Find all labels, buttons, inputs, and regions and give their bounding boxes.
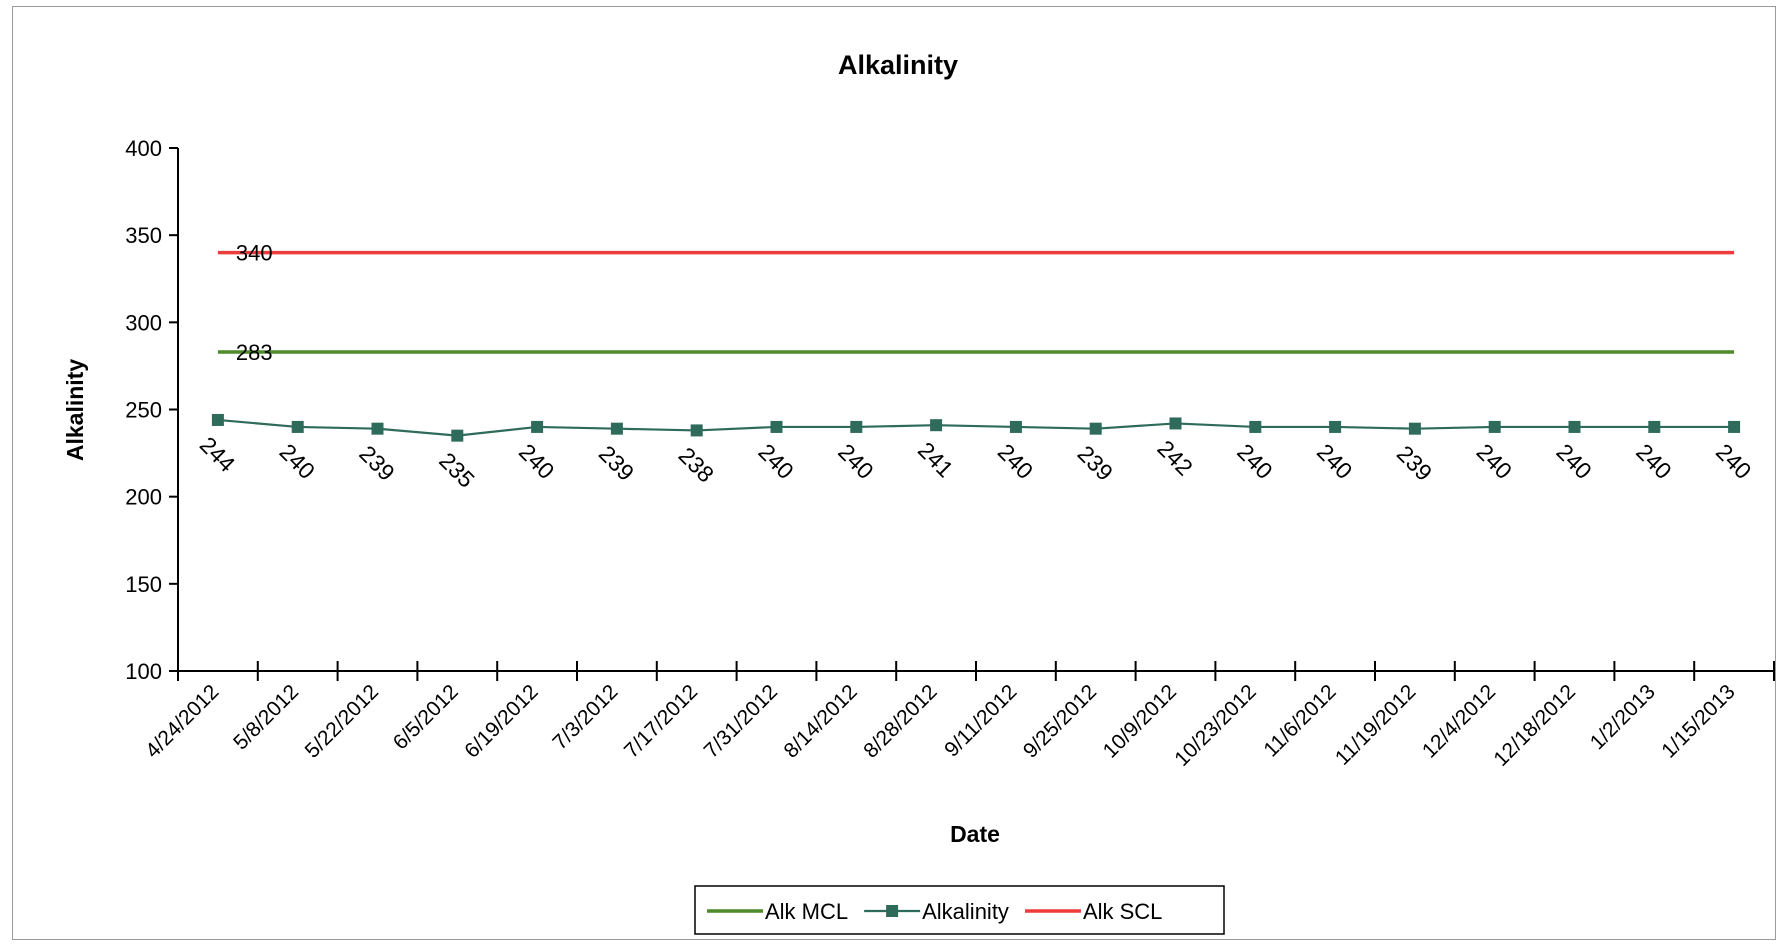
data-point (850, 420, 863, 433)
x-tick-label: 5/8/2012 (229, 680, 303, 754)
chart-title: Alkalinity (838, 50, 958, 80)
y-tick-label: 400 (125, 136, 162, 161)
data-labels: 283 244 240 239 235 240 239 238 240 240 241 240 239 2… (195, 241, 1757, 493)
legend-label: Alk MCL (765, 899, 848, 924)
data-label: 241 (913, 437, 959, 483)
data-label: 244 (195, 432, 241, 478)
legend-marker (886, 905, 899, 917)
x-tick-label: 7/31/2012 (700, 680, 782, 762)
data-label: 283 (236, 340, 273, 365)
data-point (531, 420, 544, 433)
data-point (1169, 417, 1182, 430)
data-point (610, 422, 623, 435)
x-tick-label: 8/14/2012 (780, 680, 862, 762)
x-tick-label: 11/6/2012 (1259, 680, 1340, 761)
series-layer (211, 250, 1741, 442)
data-point (1009, 420, 1022, 433)
data-label: 235 (434, 447, 480, 493)
data-point (451, 429, 464, 442)
data-point (211, 413, 224, 426)
data-point (1408, 422, 1421, 435)
legend-label: Alk SCL (1083, 899, 1162, 924)
legend-item-alk-scl: Alk SCL (1024, 899, 1162, 924)
data-point (1488, 420, 1501, 433)
x-axis-label: Date (950, 821, 1000, 847)
x-tick-label: 4/24/2012 (141, 680, 223, 762)
y-tick-label: 350 (125, 223, 162, 248)
data-label: 239 (594, 440, 640, 486)
x-tick-label: 6/19/2012 (460, 680, 542, 762)
x-tick-label: 5/22/2012 (301, 680, 383, 762)
data-label: 239 (1073, 440, 1119, 486)
axes (177, 148, 1774, 672)
x-tick-label: 8/28/2012 (859, 680, 941, 762)
x-tick-label: 7/17/2012 (620, 680, 702, 762)
data-label: 240 (1312, 439, 1358, 485)
x-tick-label: 12/4/2012 (1418, 680, 1500, 762)
data-label: 240 (833, 439, 879, 485)
data-label: 340 (236, 241, 273, 266)
data-label: 242 (1152, 435, 1198, 481)
y-ticks: 100 150 200 250 300 350 400 (125, 136, 178, 684)
data-point (371, 422, 384, 435)
data-point (1568, 420, 1581, 433)
data-label: 240 (514, 439, 560, 485)
data-label: 240 (993, 439, 1039, 485)
legend-label: Alkalinity (922, 899, 1009, 924)
data-point (1329, 420, 1342, 433)
data-label: 239 (1392, 440, 1438, 486)
data-point (930, 419, 943, 432)
data-point (1648, 420, 1661, 433)
data-label: 240 (1472, 439, 1518, 485)
y-tick-label: 250 (125, 398, 162, 423)
x-tick-label: 9/11/2012 (940, 680, 1021, 761)
y-tick-label: 200 (125, 485, 162, 510)
data-point (1089, 422, 1102, 435)
x-tick-label: 6/5/2012 (389, 680, 463, 754)
legend-box (694, 885, 1225, 935)
data-label: 239 (354, 440, 400, 486)
data-label: 240 (1232, 439, 1278, 485)
data-label: 240 (1711, 439, 1757, 485)
data-point (1728, 420, 1741, 433)
chart-frame (12, 6, 1776, 940)
x-tick-label: 9/25/2012 (1019, 680, 1101, 762)
data-label: 240 (1551, 439, 1597, 485)
data-label: 240 (275, 439, 321, 485)
x-tick-label: 7/3/2012 (548, 680, 622, 754)
series-line-alkalinity (217, 418, 1735, 437)
data-point (770, 420, 783, 433)
data-point (291, 420, 304, 433)
data-point (690, 424, 703, 437)
x-tick-label: 12/18/2012 (1489, 680, 1580, 771)
x-tick-label: 1/2/2013 (1586, 680, 1660, 754)
x-tick-label: 11/19/2012 (1331, 680, 1420, 769)
data-label: 238 (674, 442, 720, 488)
legend-item-alkalinity: Alkalinity (864, 899, 1009, 924)
y-tick-label: 150 (125, 572, 162, 597)
data-label: 240 (1631, 439, 1677, 485)
legend: Alk MCL Alkalinity Alk SCL (694, 885, 1225, 935)
x-tick-label: 1/15/2013 (1657, 680, 1739, 762)
legend-item-alk-mcl: Alk MCL (707, 899, 848, 924)
data-point (1249, 420, 1262, 433)
y-axis-label: Alkalinity (62, 359, 88, 461)
y-tick-label: 100 (125, 659, 162, 684)
x-tick-label: 10/9/2012 (1099, 680, 1181, 762)
x-tick-label: 10/23/2012 (1170, 680, 1261, 771)
y-tick-label: 300 (125, 310, 162, 335)
data-label: 240 (753, 439, 799, 485)
